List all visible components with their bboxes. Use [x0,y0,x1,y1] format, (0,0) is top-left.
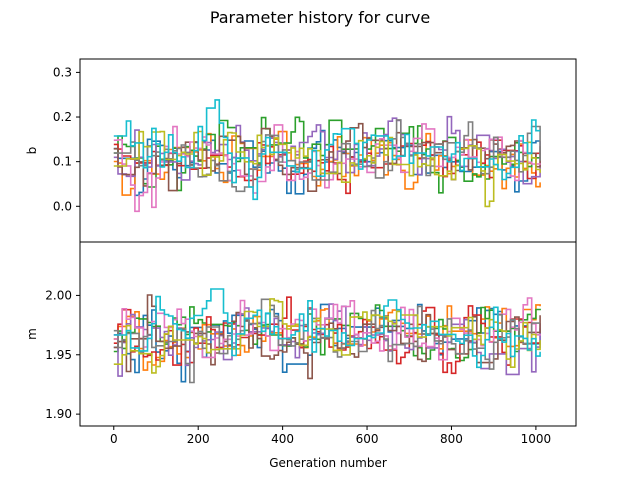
y-tick-label: 0.3 [53,65,72,79]
y-axis-label: b [25,147,39,155]
m-panel: 1.90 1.95 2.00 m 0 200 400 600 800 1000 [25,241,577,446]
y-tick-label: 2.00 [45,288,72,302]
y-tick-label: 1.95 [45,348,72,362]
y-axis-label: m [25,328,39,340]
x-tick-label: 800 [440,432,463,446]
axes-frame [79,241,577,427]
series-group [113,99,541,213]
series-line [113,298,541,374]
x-tick-label: 600 [356,432,379,446]
x-tick-label: 1000 [521,432,552,446]
series-line [113,99,541,201]
y-tick-label: 0.0 [53,199,72,213]
series-group [113,288,541,384]
x-tick-label: 400 [271,432,294,446]
x-tick-label: 0 [110,432,118,446]
x-tick-label: 200 [187,432,210,446]
x-axis-label: Generation number [269,456,387,470]
y-tick-label: 0.2 [53,110,72,124]
series-line [113,288,541,369]
chart-title: Parameter history for curve [209,8,431,27]
y-tick-label: 1.90 [45,407,72,421]
series-line [113,130,541,208]
y-tick-label: 0.1 [53,155,72,169]
b-panel: 0.0 0.1 0.2 0.3 b [25,58,577,243]
series-line [113,119,541,193]
series-line [113,298,541,384]
